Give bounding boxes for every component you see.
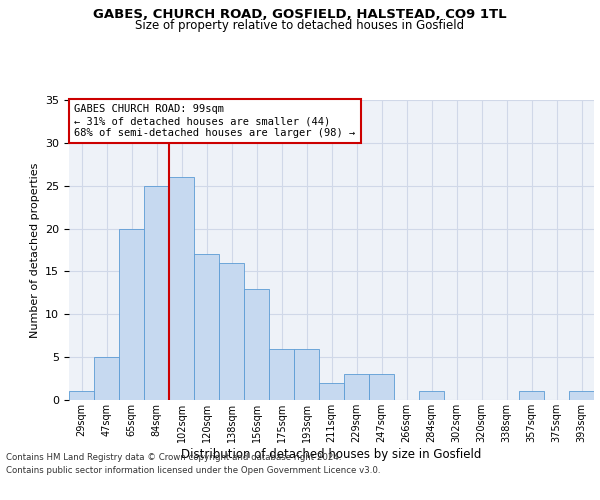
Text: Contains public sector information licensed under the Open Government Licence v3: Contains public sector information licen…: [6, 466, 380, 475]
Bar: [144, 186, 169, 400]
Bar: [419, 392, 444, 400]
Bar: [94, 357, 119, 400]
Bar: [219, 263, 244, 400]
Bar: [194, 254, 219, 400]
Text: Contains HM Land Registry data © Crown copyright and database right 2024.: Contains HM Land Registry data © Crown c…: [6, 454, 341, 462]
Bar: [294, 348, 319, 400]
Bar: [319, 383, 344, 400]
Y-axis label: Number of detached properties: Number of detached properties: [29, 162, 40, 338]
Text: GABES, CHURCH ROAD, GOSFIELD, HALSTEAD, CO9 1TL: GABES, CHURCH ROAD, GOSFIELD, HALSTEAD, …: [93, 8, 507, 20]
Bar: [244, 288, 269, 400]
Bar: [369, 374, 394, 400]
Bar: [344, 374, 369, 400]
Bar: [119, 228, 144, 400]
Bar: [169, 177, 194, 400]
Text: Size of property relative to detached houses in Gosfield: Size of property relative to detached ho…: [136, 18, 464, 32]
X-axis label: Distribution of detached houses by size in Gosfield: Distribution of detached houses by size …: [181, 448, 482, 460]
Bar: [569, 392, 594, 400]
Bar: [269, 348, 294, 400]
Bar: [519, 392, 544, 400]
Text: GABES CHURCH ROAD: 99sqm
← 31% of detached houses are smaller (44)
68% of semi-d: GABES CHURCH ROAD: 99sqm ← 31% of detach…: [74, 104, 355, 138]
Bar: [69, 392, 94, 400]
